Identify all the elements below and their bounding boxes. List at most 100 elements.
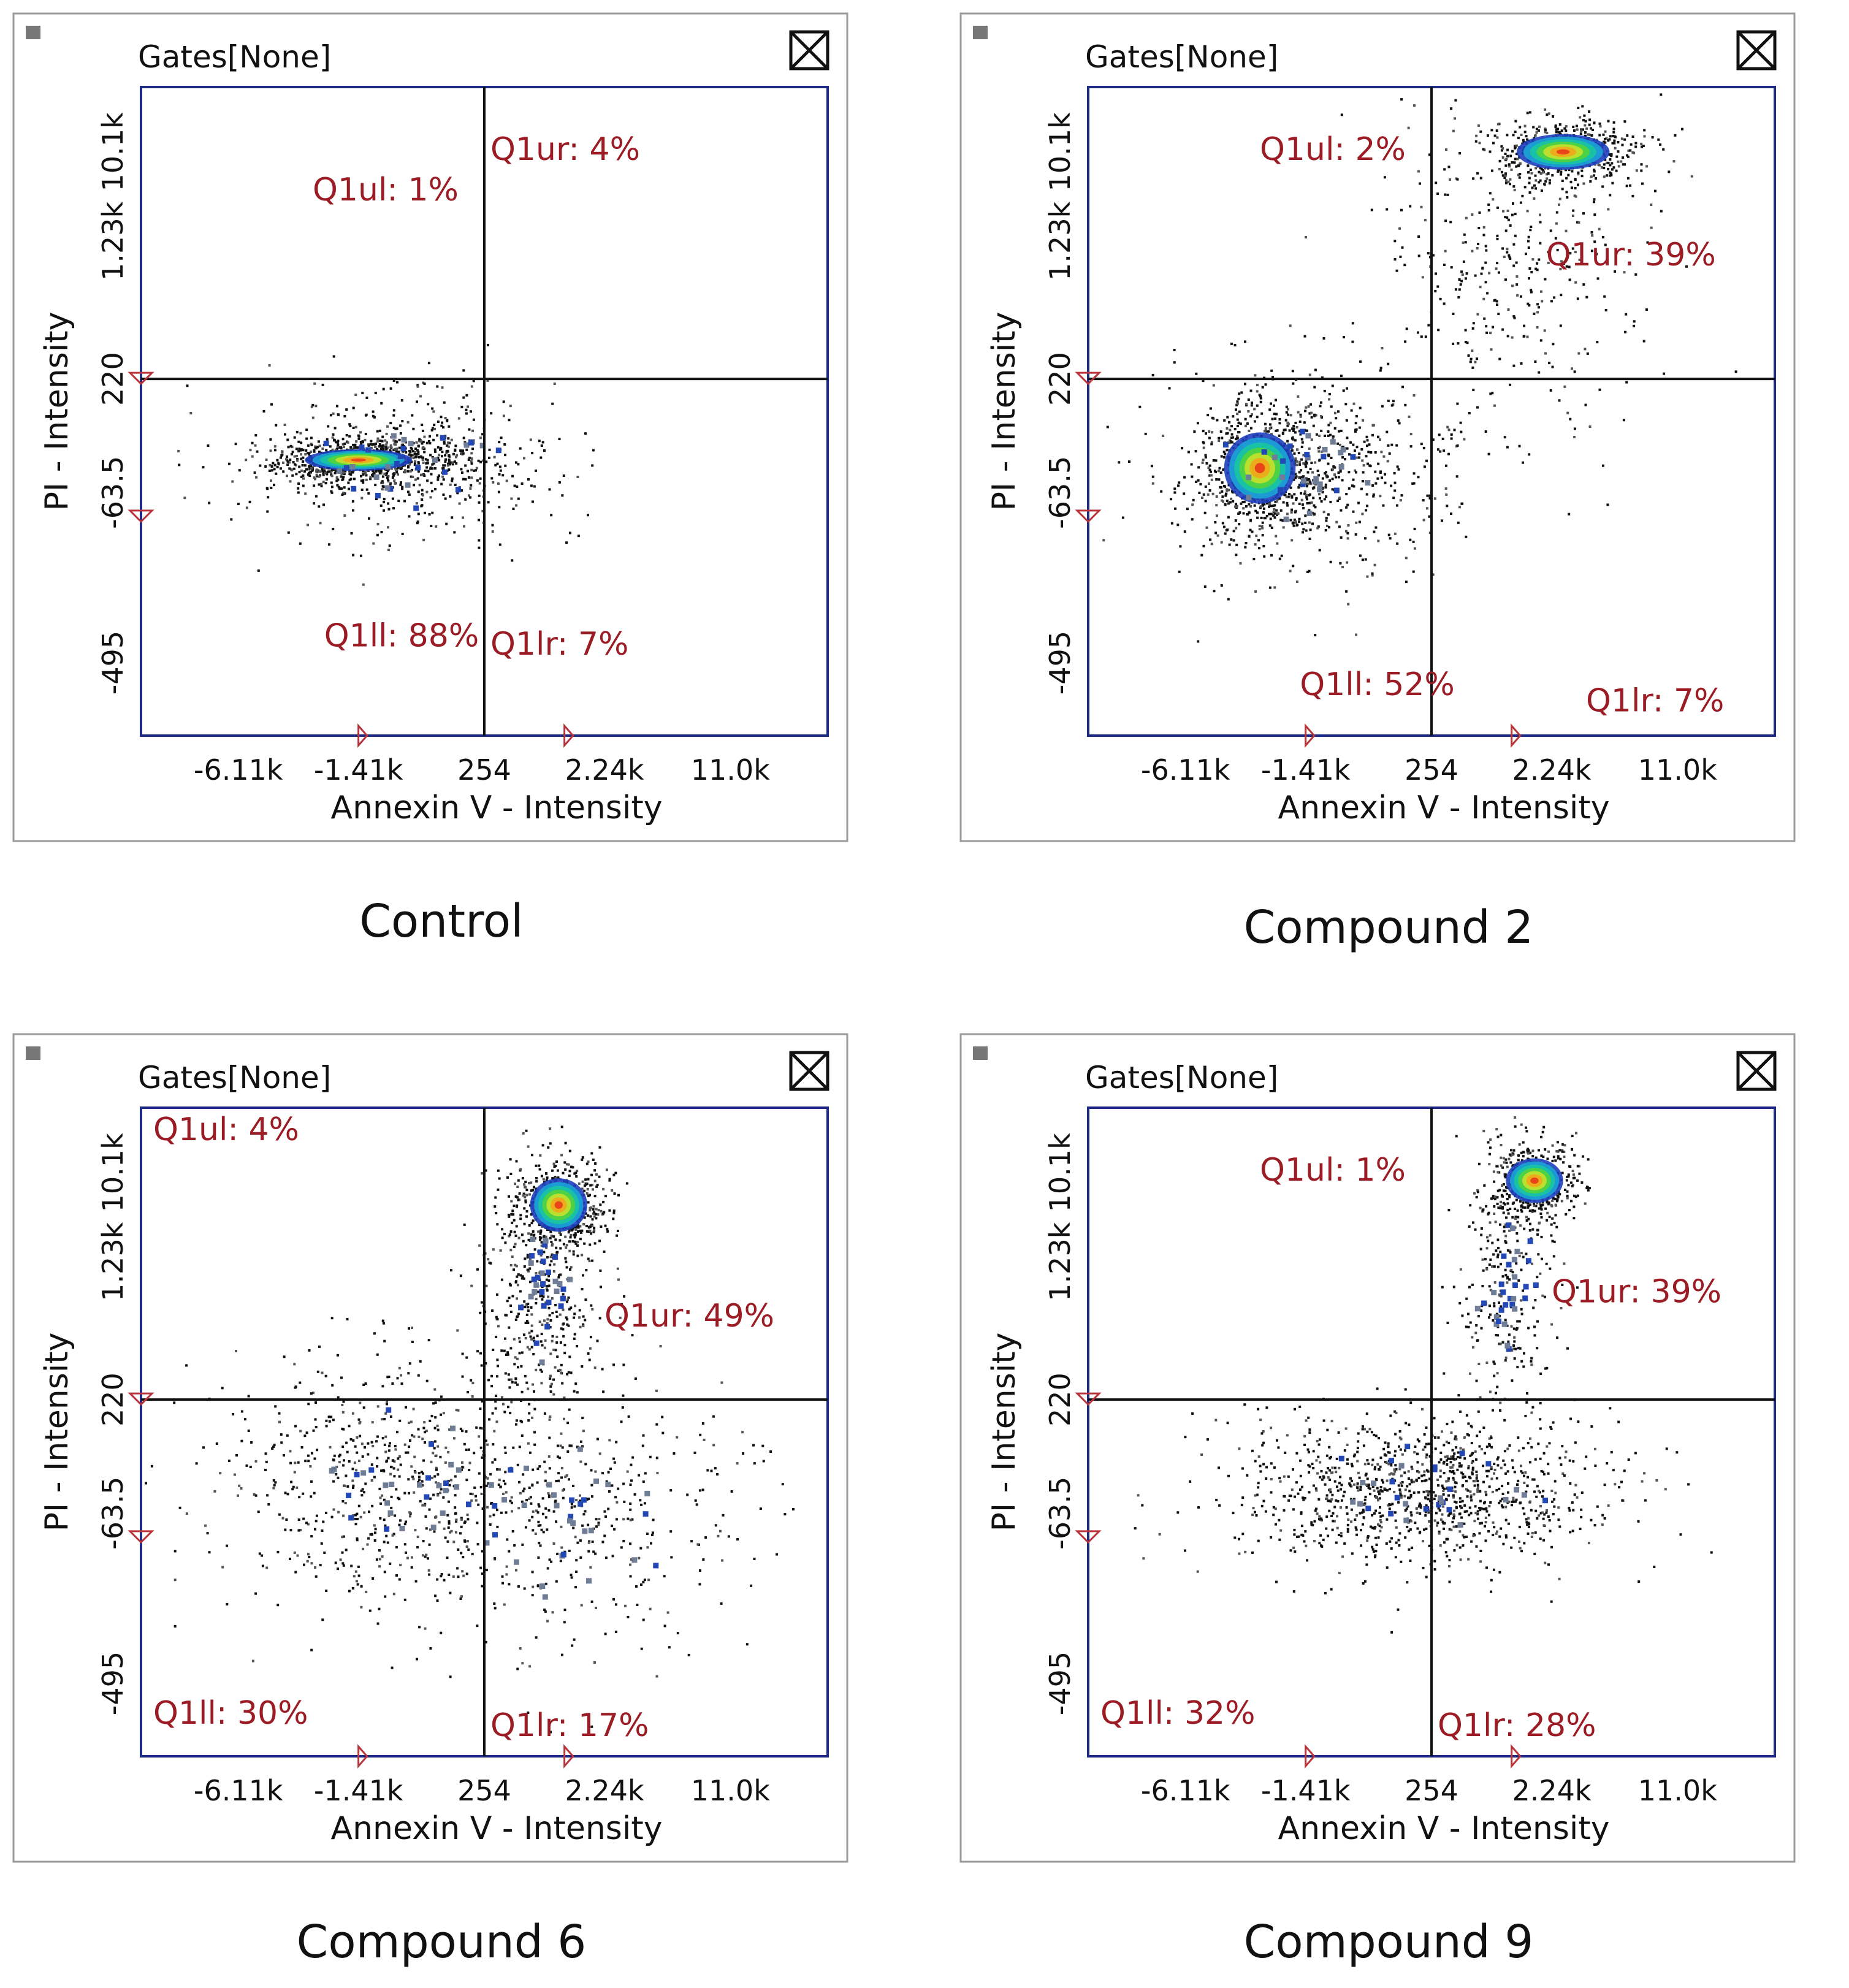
y-gate-marker[interactable] <box>1075 509 1102 524</box>
event-dot <box>538 440 541 443</box>
event-dot <box>1221 490 1224 493</box>
event-dot <box>1546 113 1549 116</box>
event-dot <box>1569 252 1572 255</box>
window-menu-icon[interactable] <box>973 26 988 39</box>
close-icon[interactable] <box>789 1051 829 1091</box>
event-dot <box>297 1529 300 1532</box>
event-dot <box>1178 481 1181 484</box>
event-dot <box>1607 139 1610 142</box>
event-dot <box>1264 383 1267 386</box>
event-dot <box>425 1430 428 1433</box>
event-dot <box>1364 558 1367 561</box>
event-dot <box>625 1182 628 1185</box>
event-dot <box>492 1514 495 1517</box>
event-dot <box>189 412 193 414</box>
x-gate-marker[interactable] <box>1305 723 1316 748</box>
x-gate-marker[interactable] <box>357 723 368 748</box>
event-dot <box>1360 487 1363 490</box>
event-dot <box>1227 502 1230 505</box>
event-dot <box>425 441 429 444</box>
event-dot <box>1315 433 1318 436</box>
event-dot <box>379 1517 382 1520</box>
event-dot <box>1173 487 1176 490</box>
event-dot <box>488 1418 491 1421</box>
event-dot <box>342 1514 345 1517</box>
event-dot <box>378 468 380 471</box>
event-dot <box>1582 119 1585 122</box>
event-dot <box>572 1485 574 1487</box>
event-dot <box>414 1529 417 1532</box>
event-dot <box>557 1472 560 1475</box>
event-dot <box>552 1348 555 1351</box>
event-dot <box>343 442 346 445</box>
event-dot <box>145 1482 147 1485</box>
event-dot <box>1428 531 1432 535</box>
event-dot <box>459 449 462 452</box>
event-dot <box>1459 421 1462 424</box>
event-dot <box>326 473 329 476</box>
event-dot <box>1544 180 1547 183</box>
event-dot <box>1207 493 1210 496</box>
event-dot <box>297 487 300 490</box>
event-dot <box>505 479 508 482</box>
x-gate-marker[interactable] <box>563 723 574 748</box>
event-dot <box>1348 471 1351 474</box>
event-dot <box>1340 375 1343 378</box>
event-dot <box>1407 126 1410 129</box>
event-dot <box>395 1431 398 1434</box>
event-dot <box>1328 392 1331 395</box>
close-icon[interactable] <box>789 30 829 70</box>
event-dot <box>1355 446 1359 449</box>
event-dot <box>588 1225 591 1228</box>
event-dot <box>459 1532 462 1535</box>
event-dot <box>1193 430 1196 433</box>
event-dot <box>1501 156 1504 159</box>
event-dot <box>1549 229 1552 232</box>
event-dot <box>559 1273 562 1276</box>
event-dot <box>1626 154 1629 157</box>
window-menu-icon[interactable] <box>26 26 40 39</box>
event-dot <box>1181 447 1184 450</box>
event-dot <box>1329 421 1332 424</box>
event-dot <box>1393 240 1397 243</box>
event-dot <box>1527 171 1530 174</box>
event-dot <box>442 1496 445 1499</box>
event-dot <box>457 417 460 420</box>
event-dot <box>1215 504 1218 507</box>
event-dot <box>265 1460 268 1463</box>
event-dot <box>1319 497 1321 500</box>
event-dot <box>1355 471 1357 474</box>
event-dot <box>1379 367 1382 370</box>
event-dot <box>1348 487 1351 490</box>
event-dot <box>1264 422 1267 425</box>
event-dot <box>1625 185 1628 188</box>
y-gate-marker[interactable] <box>128 371 154 386</box>
y-gate-marker[interactable] <box>1075 371 1102 386</box>
event-dot <box>1519 126 1522 129</box>
y-gate-marker[interactable] <box>128 509 154 524</box>
close-icon[interactable] <box>1736 30 1777 70</box>
event-dot <box>1258 394 1261 397</box>
event-dot <box>417 455 421 459</box>
event-dot <box>1305 406 1308 409</box>
window-menu-icon[interactable] <box>26 1046 40 1060</box>
event-dot <box>1388 452 1391 455</box>
event-dot <box>1365 493 1368 496</box>
event-dot <box>579 1460 582 1463</box>
event-dot <box>571 1166 574 1169</box>
event-dot <box>295 455 299 457</box>
event-dot <box>578 1316 581 1319</box>
event-dot <box>511 1209 514 1213</box>
event-dot <box>598 1175 601 1178</box>
y-tick-label: 220 <box>96 352 129 406</box>
event-dot <box>1412 472 1416 475</box>
event-dot <box>1533 197 1536 200</box>
x-gate-marker[interactable] <box>1511 723 1522 748</box>
event-dot <box>1292 478 1295 481</box>
event-dot <box>490 477 494 480</box>
event-dot <box>1496 262 1499 265</box>
event-dot <box>1517 164 1520 167</box>
event-dot <box>370 1463 373 1466</box>
event-dot <box>431 407 434 410</box>
event-dot <box>345 1474 348 1477</box>
